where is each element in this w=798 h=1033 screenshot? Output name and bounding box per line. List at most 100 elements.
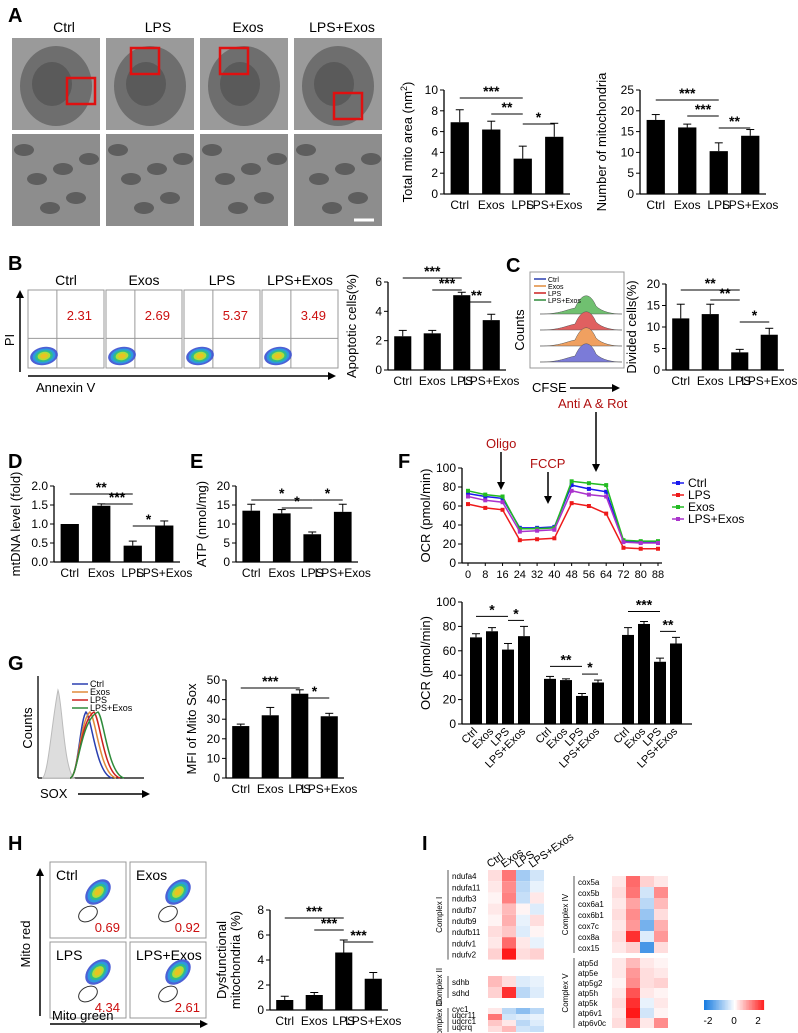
- x-tick-label: Ctrl: [275, 1014, 294, 1028]
- y-tick-label: 0: [223, 555, 230, 569]
- sig-mark: **: [705, 275, 716, 291]
- panel-letter-e: E: [190, 451, 203, 473]
- em-mitochondrion: [14, 144, 34, 156]
- bar: [333, 511, 352, 562]
- heatmap-cell: [516, 892, 530, 904]
- em-mitochondrion: [108, 144, 128, 156]
- x-tick-label: LPS: [511, 198, 534, 212]
- heatmap-cell: [530, 870, 544, 882]
- colorbar-segment: [716, 1000, 718, 1010]
- heatmap-cell: [612, 1008, 626, 1018]
- series-point: [517, 526, 522, 531]
- x-tick-label: LPS+Exos: [345, 1014, 401, 1028]
- bar: [731, 352, 749, 370]
- series-point: [638, 541, 643, 546]
- sox-arrow-head: [142, 790, 150, 798]
- em-roi-box: [218, 46, 250, 76]
- heatmap-cell: [502, 937, 516, 949]
- flow-percent: 3.49: [301, 308, 326, 323]
- y-axis-label-sup: 2: [399, 86, 409, 91]
- heatmap-cell: [640, 898, 654, 909]
- heatmap-cell: [516, 976, 530, 987]
- colorbar-segment: [749, 1000, 751, 1010]
- legend-label: LPS: [548, 291, 562, 298]
- x-tick-label: Ctrl: [646, 198, 665, 212]
- heatmap-cell: [640, 887, 654, 898]
- y-axis-label: Dysfunctional: [214, 921, 229, 999]
- heatmap-cell: [626, 998, 640, 1008]
- annotation-fccp: FCCP: [530, 456, 565, 471]
- gene-label: cox6a1: [578, 900, 604, 909]
- flow-density: [118, 353, 126, 359]
- x-tick-label: Exos: [478, 198, 505, 212]
- colorbar-segment: [705, 1000, 708, 1010]
- x-tick-label: Exos: [88, 566, 115, 580]
- y-axis-label: OCR (pmol/min): [418, 469, 433, 563]
- heatmap-panel: CtrlExosLPSLPS+Exosndufa4ndufa11ndufb3nd…: [435, 831, 765, 1033]
- bar: [638, 623, 650, 724]
- panel-letter-f: F: [398, 451, 410, 473]
- sig-mark: ***: [424, 263, 441, 279]
- em-mitochondrion: [202, 144, 222, 156]
- flow-density: [94, 888, 102, 896]
- bar: [320, 716, 338, 778]
- em-title-lps: LPS: [145, 19, 171, 35]
- y-tick-label: 2: [375, 334, 382, 348]
- colorbar-segment: [723, 1000, 726, 1010]
- em-roi-box: [65, 76, 97, 106]
- heatmap-cell: [654, 998, 668, 1008]
- x-tick-label: 56: [583, 569, 595, 581]
- sig-mark: *: [536, 109, 542, 125]
- bar: [622, 634, 634, 724]
- x-tick-label: Exos: [674, 198, 701, 212]
- em-title-exos: Exos: [232, 19, 263, 35]
- colorbar-tick: 0: [731, 1016, 737, 1027]
- em-mitochondrion: [121, 173, 141, 185]
- gene-label: uqcrq: [452, 1023, 472, 1032]
- sig-mark: *: [146, 511, 152, 527]
- y-tick-label: 25: [621, 83, 635, 97]
- y-tick-label: 1.5: [31, 498, 48, 512]
- series-point: [466, 494, 470, 499]
- sig-mark: **: [471, 287, 482, 303]
- y-tick-label: 5: [223, 536, 230, 550]
- pi-axis-label: PI: [2, 334, 17, 346]
- flow-title: LPS: [56, 947, 82, 963]
- heatmap-cell: [626, 898, 640, 909]
- heatmap-cell: [488, 870, 502, 882]
- y-tick-label: 80: [443, 480, 457, 494]
- flow-density: [174, 888, 182, 896]
- cfse-arrow-head: [612, 384, 620, 392]
- bar: [364, 978, 382, 1010]
- flow-title: LPS: [209, 272, 235, 288]
- sig-mark: ***: [679, 85, 696, 101]
- annotation-anti-a-rot: Anti A & Rot: [558, 396, 628, 411]
- heatmap-cell: [640, 998, 654, 1008]
- em-title-ctrl: Ctrl: [53, 19, 75, 35]
- bar: [672, 318, 690, 370]
- gene-label: atp5g2: [578, 979, 603, 988]
- counts-axis-label: Counts: [512, 309, 527, 351]
- heatmap-cell: [530, 937, 544, 949]
- x-tick-label: LPS: [288, 782, 311, 796]
- flow-density: [40, 353, 48, 359]
- series-point: [466, 491, 470, 496]
- colorbar-segment: [737, 1000, 739, 1010]
- heatmap-cell: [626, 1008, 640, 1018]
- gene-label: atp5k: [578, 999, 599, 1008]
- series-point: [552, 536, 557, 541]
- colorbar-segment: [729, 1000, 732, 1010]
- heatmap-cell: [488, 948, 502, 960]
- heatmap-cell: [654, 1018, 668, 1028]
- sig-mark: **: [663, 616, 674, 632]
- gene-label: cox5b: [578, 889, 600, 898]
- y-tick-label: 20: [443, 537, 457, 551]
- heatmap-cell: [530, 926, 544, 938]
- flow-percent: 5.37: [223, 308, 248, 323]
- y-tick-label: 20: [443, 693, 457, 707]
- bar: [450, 122, 469, 194]
- y-tick-label: 0: [257, 1003, 264, 1017]
